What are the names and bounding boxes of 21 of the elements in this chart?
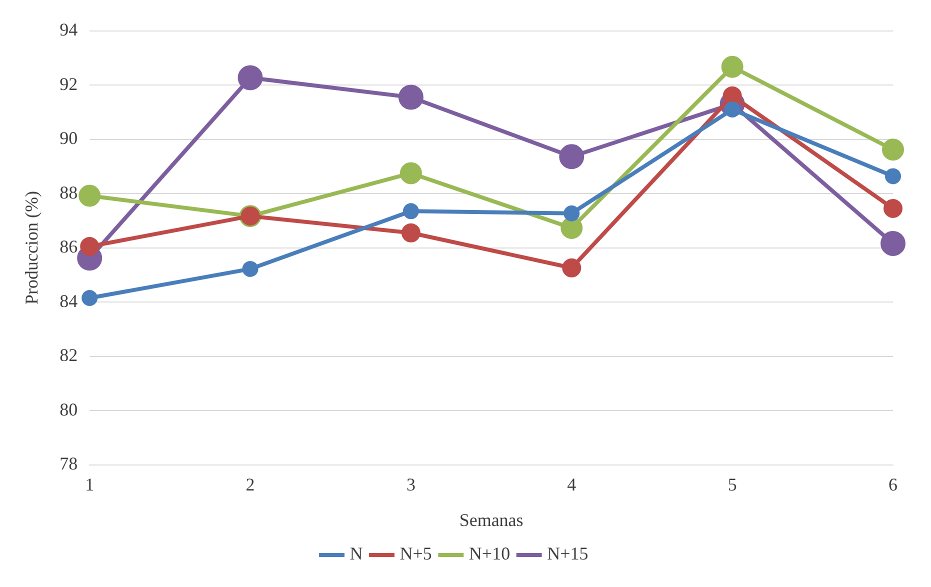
x-tick-label: 2	[246, 474, 255, 494]
x-axis-title: Semanas	[459, 510, 524, 530]
y-tick-label: 94	[60, 20, 78, 40]
y-tick-label: 84	[60, 290, 78, 311]
y-tick-label: 80	[60, 399, 78, 420]
x-tick-label: 6	[888, 474, 898, 494]
y-tick-label: 82	[60, 345, 78, 366]
legend-label: N+10	[468, 544, 510, 564]
y-tick-label: 90	[60, 128, 78, 148]
y-tick-label: 88	[60, 182, 78, 202]
legend-label: N+5	[400, 544, 432, 564]
x-tick-label: 1	[85, 474, 94, 494]
y-tick-label: 92	[60, 74, 78, 94]
x-tick-label: 4	[567, 474, 576, 494]
legend-label: N	[350, 544, 363, 564]
y-tick-label: 86	[60, 236, 78, 257]
y-tick-label: 78	[60, 454, 78, 474]
x-tick-label: 5	[728, 474, 737, 494]
x-tick-label: 3	[406, 474, 416, 494]
y-axis-title: Produccion (%)	[22, 191, 42, 305]
legend-label: N+15	[547, 544, 588, 564]
